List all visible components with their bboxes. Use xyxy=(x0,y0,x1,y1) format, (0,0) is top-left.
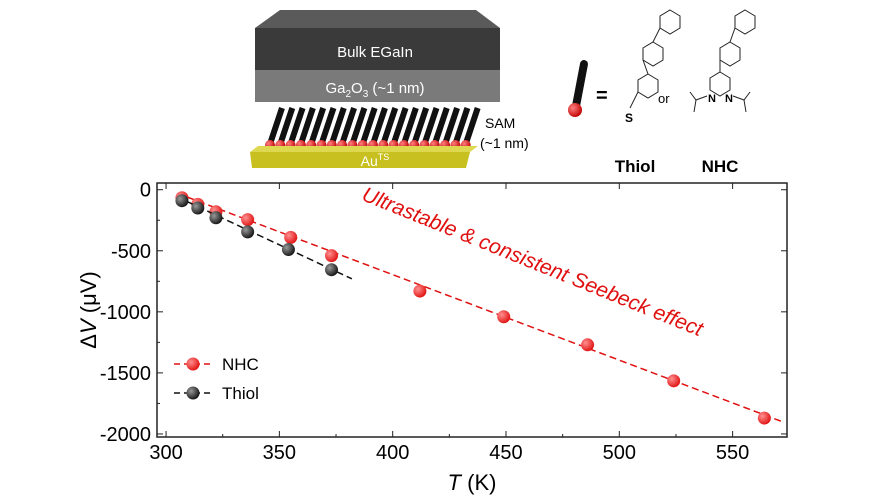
x-tick-label: 400 xyxy=(376,442,409,464)
sam-chain xyxy=(287,107,306,145)
x-tick-label: 550 xyxy=(716,442,749,464)
sam-chain xyxy=(452,107,471,145)
sam-chain xyxy=(370,107,388,145)
x-tick-label: 500 xyxy=(603,442,636,464)
oxide-label: Ga2O3 (~1 nm) xyxy=(325,80,424,100)
sam-junction-diagram: Bulk EGaIn Ga2O3 (~1 nm) AuTS SAM (~1 nm… xyxy=(250,9,756,176)
nitrogen-atom-right: N xyxy=(725,93,733,105)
data-point-thiol xyxy=(241,225,255,239)
x-tick-label: 350 xyxy=(263,442,296,464)
sam-chain xyxy=(431,107,450,145)
sam-chain xyxy=(442,107,460,145)
data-point-nhc xyxy=(497,310,511,324)
nitrogen-atom-left: N xyxy=(708,93,716,105)
sam-chain xyxy=(462,107,481,145)
fit-line-nhc xyxy=(177,192,783,423)
data-point-thiol xyxy=(191,201,205,215)
sam-chain xyxy=(339,107,357,145)
sam-chain xyxy=(308,107,327,145)
data-point-thiol xyxy=(281,243,295,257)
sam-chain xyxy=(390,107,409,145)
x-tick-label: 300 xyxy=(149,442,182,464)
sam-chain xyxy=(318,107,337,145)
equals-sign: = xyxy=(596,85,608,107)
data-point-thiol xyxy=(175,194,189,208)
legend-label: Thiol xyxy=(222,384,259,403)
sam-chain xyxy=(298,107,316,145)
y-tick-label: -1000 xyxy=(100,302,151,324)
gold-substrate: AuTS xyxy=(250,146,478,169)
sam-chain xyxy=(401,107,419,145)
data-point-nhc xyxy=(284,230,298,244)
data-point-nhc xyxy=(757,411,771,425)
data-point-thiol xyxy=(324,263,338,277)
plot-frame xyxy=(156,182,788,438)
nhc-structure xyxy=(689,9,756,113)
y-tick-label: -2000 xyxy=(100,424,151,446)
y-tick-label: 0 xyxy=(140,180,151,202)
y-tick-label: -500 xyxy=(111,241,151,263)
egain-electrode: Bulk EGaIn Ga2O3 (~1 nm) xyxy=(255,10,500,102)
sam-chain xyxy=(359,107,378,145)
sam-chain xyxy=(421,107,440,145)
legend-marker xyxy=(186,357,200,371)
sam-chain xyxy=(267,107,285,145)
thiol-structure xyxy=(629,9,681,109)
sam-chain xyxy=(349,107,368,145)
sulfur-atom: S xyxy=(625,111,633,125)
sam-label: SAM xyxy=(485,115,515,131)
data-point-nhc xyxy=(413,284,427,298)
legend-label: NHC xyxy=(222,355,259,374)
substrate-label: AuTS xyxy=(361,152,390,169)
x-axis-label: T (K) xyxy=(448,470,497,495)
nhc-label: NHC xyxy=(702,157,739,176)
data-point-thiol xyxy=(209,211,223,225)
molecule-icon xyxy=(568,60,588,117)
annotation: Ultrastable & consistent Seebeck effect xyxy=(359,183,707,342)
y-axis-label: ΔV (μV) xyxy=(76,271,101,349)
data-point-nhc xyxy=(324,249,338,263)
sam-chain xyxy=(277,107,296,145)
fit-line-thiol xyxy=(177,196,353,280)
sam-chain xyxy=(380,107,399,145)
y-tick-label: -1500 xyxy=(100,363,151,385)
data-point-nhc xyxy=(667,374,681,388)
sam-chain xyxy=(328,107,347,145)
data-point-nhc xyxy=(581,338,595,352)
thiol-label: Thiol xyxy=(615,157,656,176)
egain-label: Bulk EGaIn xyxy=(337,44,413,61)
legend-marker xyxy=(186,386,200,400)
or-label: or xyxy=(658,91,670,106)
x-tick-label: 450 xyxy=(489,442,522,464)
sam-chain xyxy=(411,107,430,145)
data-point-nhc xyxy=(241,213,255,227)
sam-thickness: (~1 nm) xyxy=(480,135,529,151)
